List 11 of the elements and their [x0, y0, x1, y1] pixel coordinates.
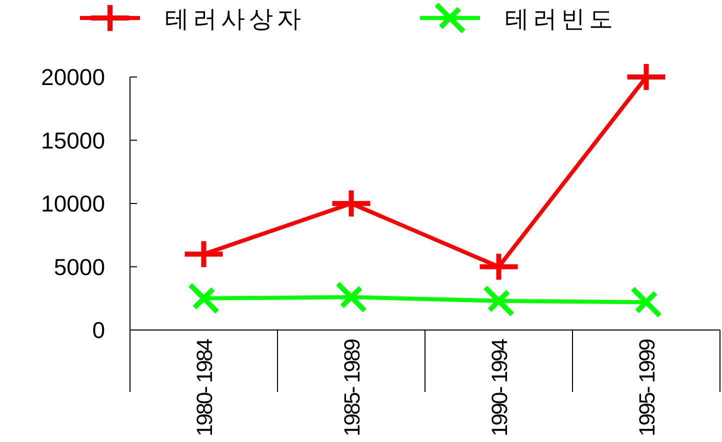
legend-label: 테러사상자 [165, 6, 305, 33]
x-tick-label: 1995- 1999 [634, 338, 660, 436]
y-tick-label: 5000 [54, 254, 105, 280]
y-tick-label: 20000 [41, 64, 105, 90]
x-tick-label: 1990- 1994 [486, 338, 512, 436]
legend-label: 테러빈도 [505, 6, 617, 33]
y-tick-label: 10000 [41, 190, 105, 216]
x-tick-label: 1985- 1989 [339, 338, 364, 436]
x-tick-label: 1980- 1984 [192, 338, 217, 436]
y-tick-label: 15000 [41, 127, 105, 154]
y-tick-label: 0 [92, 317, 105, 343]
